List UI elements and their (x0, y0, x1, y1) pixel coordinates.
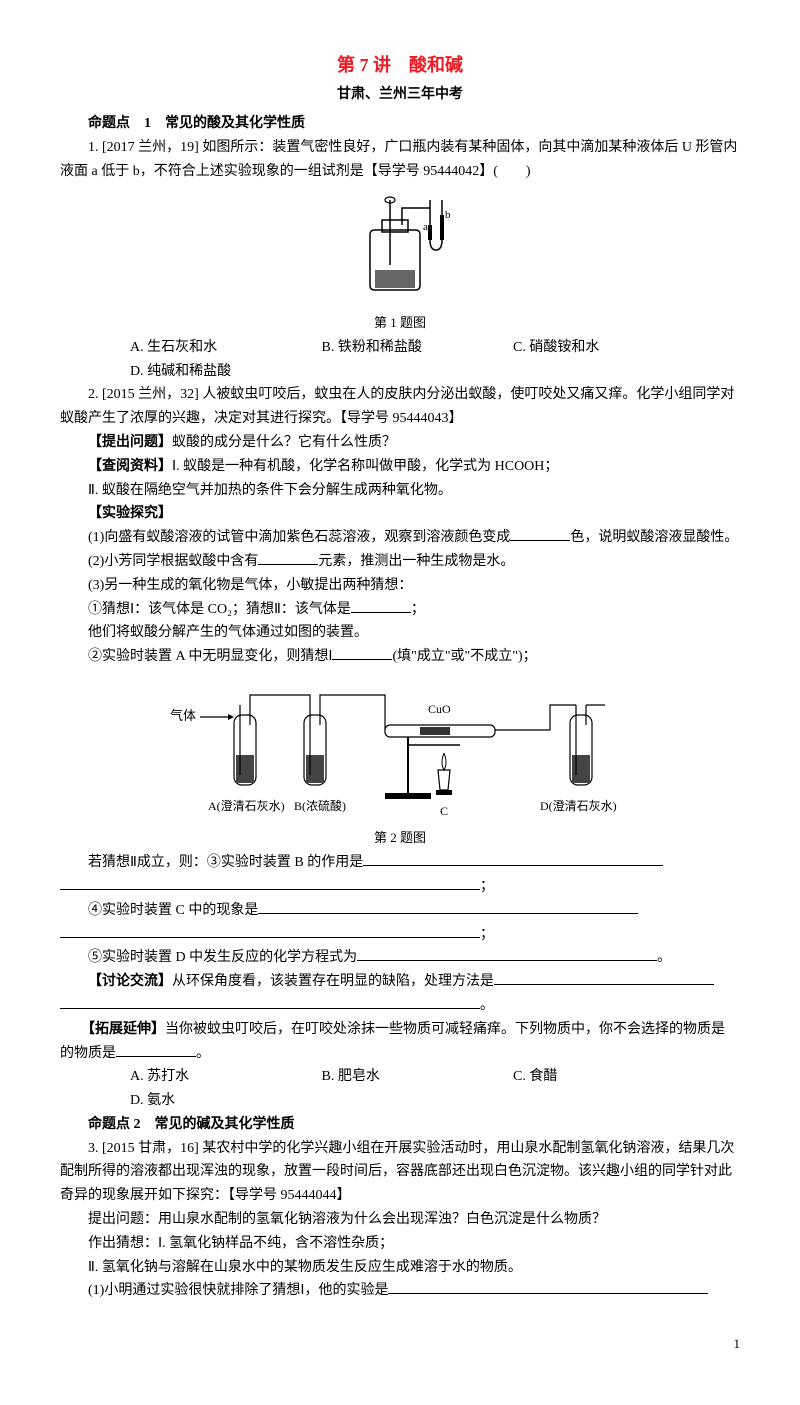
svg-text:气体: 气体 (170, 708, 196, 723)
q2-ext-option-d: D. 氨水 (130, 1089, 280, 1113)
q2-info1: 【查阅资料】Ⅰ. 蚁酸是一种有机酸，化学名称叫做甲酸，化学式为 HCOOH； (60, 455, 740, 479)
blank-input[interactable] (494, 970, 714, 985)
page-title: 第 7 讲 酸和碱 (60, 50, 740, 81)
blank-input[interactable] (258, 550, 318, 565)
page-subtitle: 甘肃、兰州三年中考 (60, 83, 740, 107)
q3-raise: 提出问题：用山泉水配制的氢氧化钠溶液为什么会出现浑浊？白色沉淀是什么物质？ (60, 1208, 740, 1232)
blank-input[interactable] (60, 994, 480, 1009)
figure-1-caption: 第 1 题图 (60, 312, 740, 334)
q1-option-d: D. 纯碱和稀盐酸 (130, 360, 280, 384)
q3-guess1: 作出猜想：Ⅰ. 氢氧化钠样品不纯，含不溶性杂质； (60, 1232, 740, 1256)
q1-option-c: C. 硝酸铵和水 (513, 336, 663, 360)
blank-input[interactable] (60, 923, 480, 938)
blank-input[interactable] (388, 1279, 708, 1294)
svg-text:B(浓硫酸): B(浓硫酸) (294, 798, 346, 813)
blank-input[interactable] (116, 1042, 196, 1057)
topic-2-label: 命题点 2 常见的碱及其化学性质 (60, 1113, 740, 1137)
figure-2-caption: 第 2 题图 (60, 827, 740, 849)
blank-input[interactable] (357, 946, 657, 961)
q3-text: 3. [2015 甘肃，16] 某农村中学的化学兴趣小组在开展实验活动时，用山泉… (60, 1137, 740, 1208)
q3-step1: (1)小明通过实验很快就排除了猜想Ⅰ，他的实验是 (60, 1279, 740, 1303)
svg-text:C: C (440, 804, 448, 818)
topic-1-label: 命题点 1 常见的酸及其化学性质 (60, 112, 740, 136)
q3-guess2: Ⅱ. 氢氧化钠与溶解在山泉水中的某物质发生反应生成难溶于水的物质。 (60, 1256, 740, 1280)
q2-discuss-line2: 。 (60, 994, 740, 1018)
q2-text: 2. [2015 兰州，32] 人被蚊虫叮咬后，蚊虫在人的皮肤内分泌出蚁酸，使叮… (60, 383, 740, 431)
svg-text:A(澄清石灰水): A(澄清石灰水) (208, 798, 285, 813)
q1-text: 1. [2017 兰州，19] 如图所示：装置气密性良好，广口瓶内装有某种固体，… (60, 136, 740, 184)
svg-text:b: b (445, 209, 451, 221)
q2-raise: 【提出问题】蚁酸的成分是什么？它有什么性质？ (60, 431, 740, 455)
blank-input[interactable] (258, 899, 638, 914)
page-number: 1 (60, 1333, 740, 1355)
q2-exp-label: 【实验探究】 (60, 502, 740, 526)
q2-ext: 【拓展延伸】当你被蚊虫叮咬后，在叮咬处涂抹一些物质可减轻痛痒。下列物质中，你不会… (60, 1018, 740, 1042)
q2-guess1: ①猜想Ⅰ：该气体是 CO₂；猜想Ⅱ：该气体是； (60, 598, 740, 622)
q1-options: A. 生石灰和水 B. 铁粉和稀盐酸 C. 硝酸铵和水 D. 纯碱和稀盐酸 (60, 336, 740, 384)
q2-c4-line2: ； (60, 923, 740, 947)
q2-ext-option-a: A. 苏打水 (130, 1065, 280, 1089)
q2-discuss: 【讨论交流】从环保角度看，该装置存在明显的缺陷，处理方法是 (60, 970, 740, 994)
q2-c5: ⑤实验时装置 D 中发生反应的化学方程式为。 (60, 946, 740, 970)
svg-text:CuO: CuO (428, 702, 451, 716)
figure-2: 气体 CuO A(澄清石灰水) B(浓硫酸) C D(澄清石灰水) (60, 675, 740, 825)
q2-c4: ④实验时装置 C 中的现象是 (60, 899, 740, 923)
q2-step1: (1)向盛有蚁酸溶液的试管中滴加紫色石蕊溶液，观察到溶液颜色变成色，说明蚁酸溶液… (60, 526, 740, 550)
blank-input[interactable] (332, 645, 392, 660)
q2-if2-line2: ； (60, 875, 740, 899)
q2-ext-option-c: C. 食醋 (513, 1065, 663, 1089)
q2-step3: (3)另一种生成的氧化物是气体，小敏提出两种猜想： (60, 574, 740, 598)
q2-ext-option-b: B. 肥皂水 (322, 1065, 472, 1089)
q2-guess2: ②实验时装置 A 中无明显变化，则猜想Ⅰ(填"成立"或"不成立")； (60, 645, 740, 669)
q2-step2: (2)小芳同学根据蚁酸中含有元素，推测出一种生成物是水。 (60, 550, 740, 574)
q2-ext-options: A. 苏打水 B. 肥皂水 C. 食醋 D. 氨水 (60, 1065, 740, 1113)
q1-option-a: A. 生石灰和水 (130, 336, 280, 360)
blank-input[interactable] (363, 851, 663, 866)
q1-option-b: B. 铁粉和稀盐酸 (322, 336, 472, 360)
blank-input[interactable] (351, 598, 411, 613)
q2-info2: Ⅱ. 蚁酸在隔绝空气并加热的条件下会分解生成两种氧化物。 (60, 479, 740, 503)
q2-line: 他们将蚁酸分解产生的气体通过如图的装置。 (60, 621, 740, 645)
blank-input[interactable] (510, 526, 570, 541)
q2-if2: 若猜想Ⅱ成立，则：③实验时装置 B 的作用是 (60, 851, 740, 875)
figure-1: a b (60, 190, 740, 310)
svg-text:a: a (423, 221, 428, 233)
q2-ext-line2: 。的物质是。 (60, 1042, 740, 1066)
svg-text:D(澄清石灰水): D(澄清石灰水) (540, 798, 617, 813)
blank-input[interactable] (60, 875, 480, 890)
